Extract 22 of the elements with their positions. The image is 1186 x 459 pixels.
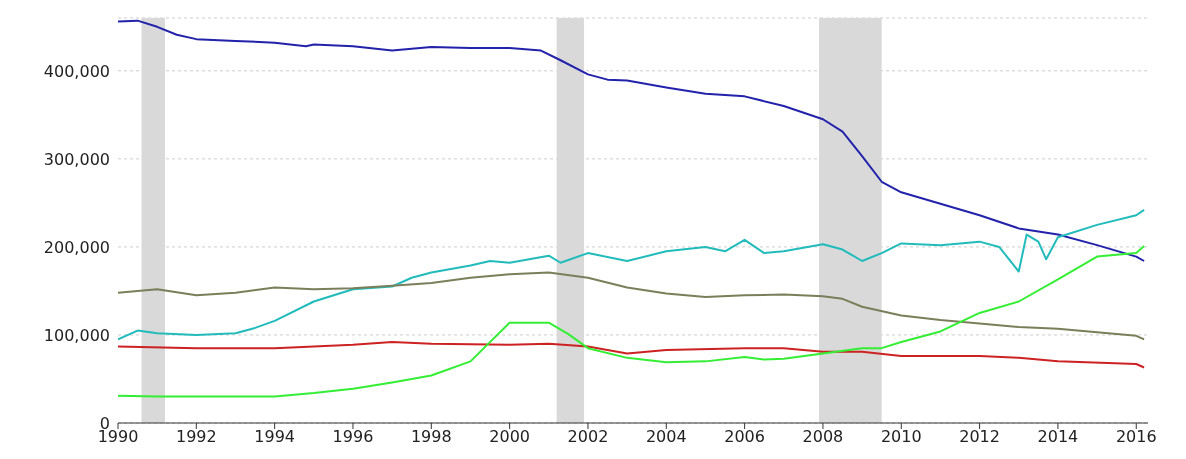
x-tick-label: 1994 xyxy=(254,427,296,447)
x-tick-label: 1996 xyxy=(332,427,374,447)
y-tick-label: 200,000 xyxy=(43,237,110,257)
line-series xyxy=(118,341,1146,369)
line-series xyxy=(118,245,1146,398)
line-series xyxy=(118,208,1146,341)
x-tick-label: 2010 xyxy=(880,427,922,447)
x-tick-label: 2012 xyxy=(959,427,1000,447)
x-tick-label: 2002 xyxy=(567,427,609,447)
y-tick-label: 400,000 xyxy=(43,61,110,81)
y-tick-label: 100,000 xyxy=(43,325,110,345)
x-tick-label: 2006 xyxy=(724,427,765,447)
x-tick-label: 2014 xyxy=(1037,427,1079,447)
line-series xyxy=(118,19,1146,262)
x-tick-label: 2004 xyxy=(645,427,687,447)
x-tick-label: 1992 xyxy=(175,427,217,447)
x-tick-label: 2000 xyxy=(489,427,530,447)
line-series xyxy=(118,271,1146,341)
x-tick-label: 2016 xyxy=(1115,427,1157,447)
x-tick-label: 2008 xyxy=(802,427,844,447)
x-tick-label: 1998 xyxy=(410,427,452,447)
y-tick-label: 300,000 xyxy=(43,149,110,169)
